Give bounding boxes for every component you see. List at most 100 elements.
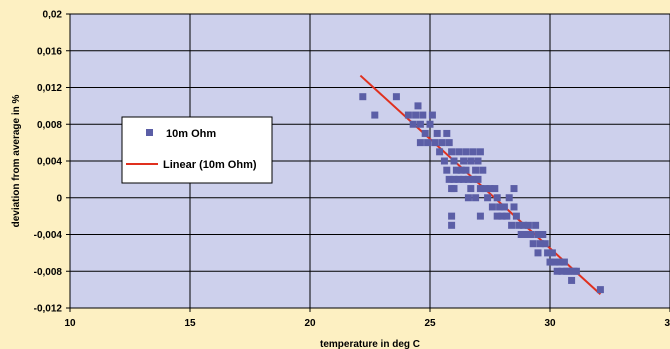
data-point: [541, 240, 549, 248]
data-point: [546, 258, 554, 266]
x-tick-label: 30: [544, 318, 556, 329]
data-point: [416, 120, 424, 128]
data-point: [460, 157, 468, 165]
data-point: [426, 120, 434, 128]
trendline: [359, 74, 602, 295]
data-point: [551, 258, 559, 266]
y-tick-label: 0,008: [37, 120, 62, 131]
x-tick-label: 20: [304, 318, 316, 329]
data-point: [424, 139, 432, 147]
data-point: [568, 276, 576, 284]
data-point: [510, 185, 518, 193]
data-point: [443, 129, 451, 137]
data-point: [544, 249, 552, 257]
x-axis-title: temperature in deg C: [320, 339, 420, 349]
data-point: [428, 111, 436, 119]
data-point: [438, 139, 446, 147]
data-point: [596, 286, 604, 294]
data-point: [548, 249, 556, 257]
data-point: [520, 221, 528, 229]
data-point: [474, 175, 482, 183]
data-point: [553, 267, 561, 275]
data-point: [371, 111, 379, 119]
data-point: [532, 221, 540, 229]
data-point: [412, 111, 420, 119]
data-point: [409, 120, 417, 128]
y-tick-label: 0,02: [43, 10, 63, 21]
data-point: [481, 185, 489, 193]
data-point: [469, 148, 477, 156]
data-point: [472, 194, 480, 202]
legend-label-line: Linear (10m Ohm): [163, 159, 257, 171]
y-axis-title: deviation from average in %: [11, 94, 22, 227]
data-point: [450, 185, 458, 193]
y-tick-label: -0,012: [34, 304, 63, 315]
data-point: [500, 203, 508, 211]
x-tick-label: 35: [664, 318, 670, 329]
data-point: [464, 175, 472, 183]
data-point: [512, 212, 520, 220]
data-point: [496, 203, 504, 211]
data-point: [448, 148, 456, 156]
data-point: [560, 258, 568, 266]
data-point: [433, 129, 441, 137]
data-point: [448, 221, 456, 229]
x-tick-label: 25: [424, 318, 436, 329]
data-point: [416, 139, 424, 147]
y-tick-label: 0: [56, 193, 62, 204]
data-point: [464, 194, 472, 202]
data-point: [467, 185, 475, 193]
y-tick-label: 0,012: [37, 83, 62, 94]
data-point: [536, 240, 544, 248]
data-point: [414, 102, 422, 110]
data-point: [572, 267, 580, 275]
data-point: [534, 249, 542, 257]
data-point: [462, 166, 470, 174]
data-point: [467, 157, 475, 165]
data-point: [472, 166, 480, 174]
data-point: [479, 166, 487, 174]
y-tick-label: 0,016: [37, 46, 62, 57]
data-point: [529, 240, 537, 248]
data-point: [474, 157, 482, 165]
data-point: [539, 231, 547, 238]
trendline-path: [359, 74, 602, 295]
data-point: [455, 148, 463, 156]
data-point: [476, 212, 484, 220]
data-points: [359, 93, 604, 294]
data-point: [469, 175, 477, 183]
data-point: [460, 175, 468, 183]
data-point: [457, 166, 465, 174]
data-point: [493, 212, 501, 220]
data-point: [436, 148, 444, 156]
data-point: [452, 166, 460, 174]
data-point: [493, 194, 501, 202]
y-tick-label: -0,004: [34, 230, 63, 241]
data-point: [476, 148, 484, 156]
data-point: [508, 221, 516, 229]
data-point: [534, 231, 542, 238]
legend: 10m Ohm Linear (10m Ohm): [121, 116, 273, 184]
data-point: [510, 203, 518, 211]
data-point: [491, 185, 499, 193]
data-point: [565, 267, 573, 275]
data-point: [476, 185, 484, 193]
data-point: [448, 212, 456, 220]
data-point: [486, 185, 494, 193]
data-point: [556, 258, 564, 266]
data-point: [515, 221, 523, 229]
x-tick-label: 15: [184, 318, 196, 329]
data-point: [404, 111, 412, 119]
data-point: [359, 93, 367, 101]
data-point: [498, 212, 506, 220]
y-tick-label: -0,008: [34, 267, 63, 278]
data-point: [517, 231, 525, 238]
data-point: [527, 231, 535, 238]
y-axis-ticks: 0,02 0,016 0,012 0,008 0,004 0 -0,004 -0,008 -0,…: [34, 10, 70, 315]
y-tick-label: 0,004: [37, 157, 62, 168]
data-point: [558, 267, 566, 275]
data-point: [484, 194, 492, 202]
data-point: [450, 157, 458, 165]
data-point: [503, 212, 511, 220]
